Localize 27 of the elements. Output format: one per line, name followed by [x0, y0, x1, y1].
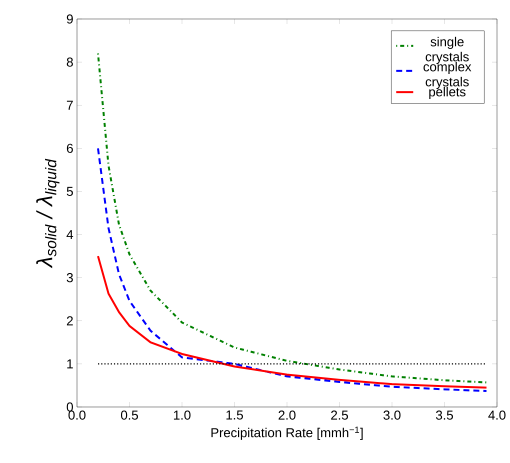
x-tick-label: 1.0 [174, 410, 191, 420]
y-tick-label: 3 [66, 273, 73, 282]
y-tick-label: 5 [66, 186, 73, 196]
y-tick-label: 6 [66, 144, 73, 153]
x-tick-label: 4.0 [488, 410, 506, 420]
x-tick-label: 2.5 [331, 410, 348, 420]
y-tick-label: 9 [66, 14, 73, 24]
x-tick-label: 0.5 [120, 410, 138, 420]
y-tick-label: 8 [66, 58, 73, 67]
legend-label: single crystals [426, 36, 469, 64]
legend-label: complex crystals [424, 62, 472, 89]
line-series [97, 255, 488, 389]
y-axis-title: λ$_{solid}$ / λ$_{liquid}$ [36, 158, 60, 268]
legend-label: pellets [429, 86, 466, 100]
x-tick-label: 3.5 [436, 410, 453, 420]
y-tick-label: 4 [66, 230, 74, 240]
x-tick-label: 3.0 [383, 410, 401, 420]
line-series [97, 52, 488, 384]
x-tick-label: 1.5 [226, 410, 243, 420]
y-tick-label: 7 [66, 100, 73, 110]
x-tick-label: 0.0 [68, 410, 86, 420]
x-tick-label: 2.0 [278, 410, 296, 420]
y-tick-label: 2 [66, 316, 73, 326]
y-tick-label: 0 [66, 402, 73, 412]
x-axis-title: Precipitation Rate [mmh$^{−1}$] [211, 426, 363, 440]
y-tick-label: 1 [67, 359, 73, 368]
line-series [97, 147, 488, 392]
